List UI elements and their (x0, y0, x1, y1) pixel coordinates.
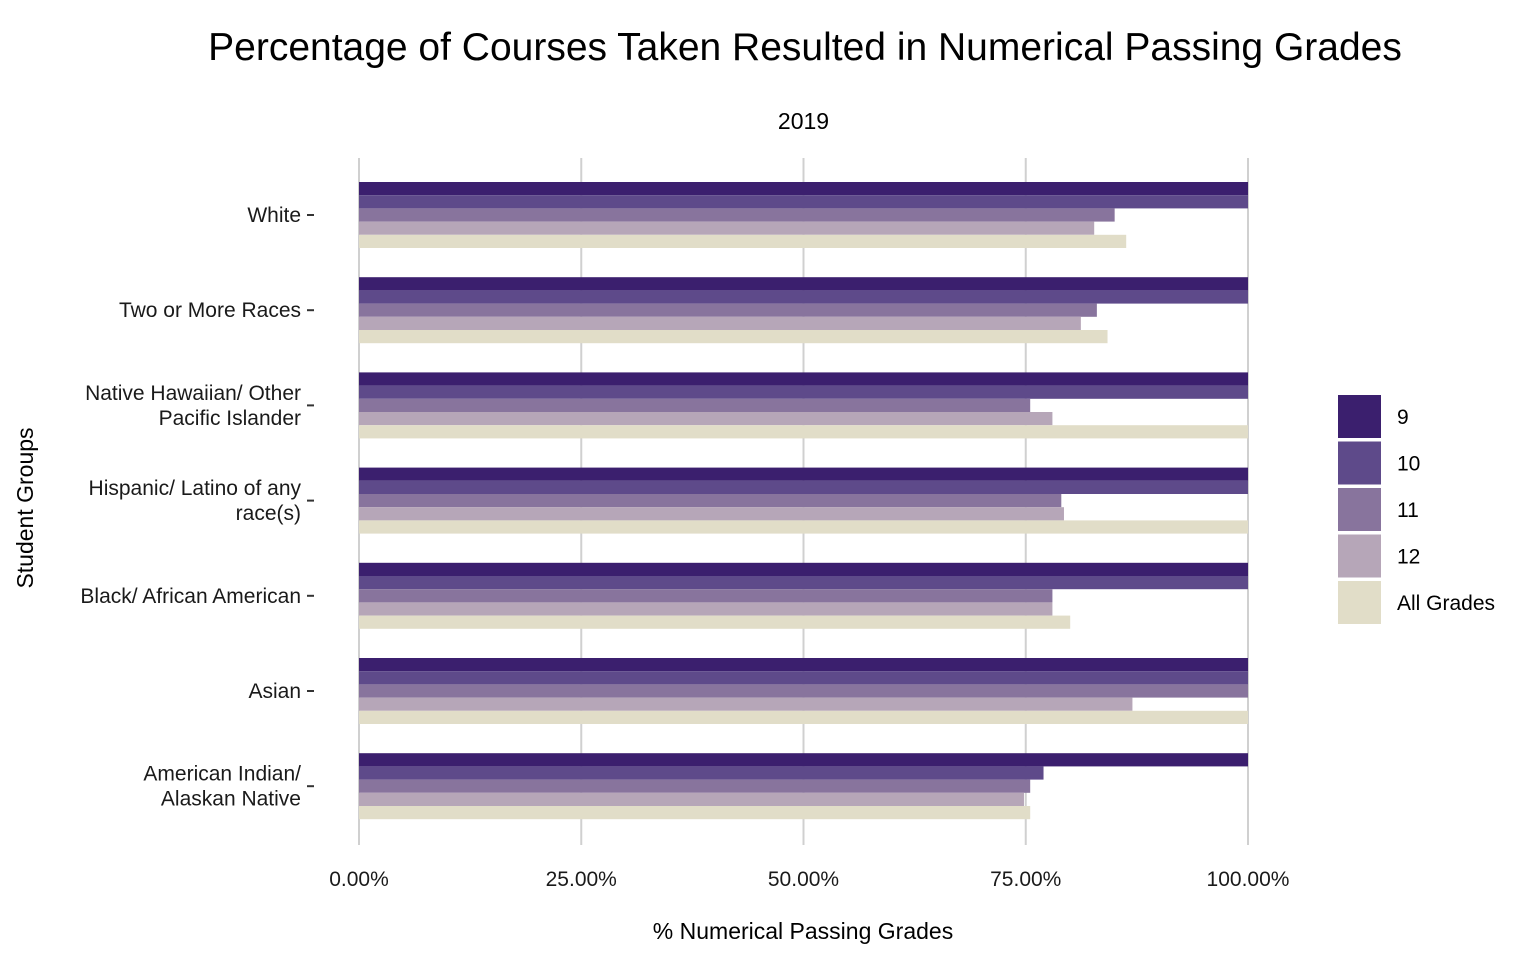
legend-swatch-0 (1338, 395, 1381, 438)
bar-6-1 (359, 766, 1044, 780)
bar-2-2 (359, 398, 1031, 412)
x-tick-label-0: 0.00% (329, 868, 389, 891)
y-tick-label-2-1: Pacific Islander (159, 407, 301, 430)
bar-4-0 (359, 562, 1248, 576)
bars (359, 182, 1248, 820)
y-tick-label-5-0: Asian (248, 680, 301, 703)
y-tick-label-6-1: Alaskan Native (161, 788, 301, 811)
x-tick-label-3: 75.00% (990, 868, 1061, 891)
bar-3-0 (359, 467, 1248, 481)
legend-swatch-2 (1338, 488, 1381, 531)
legend: 9 10 11 12 All Grades (1338, 395, 1495, 624)
bar-2-3 (359, 412, 1053, 426)
bar-6-3 (359, 792, 1024, 806)
y-tick-label-3-0: Hispanic/ Latino of any (89, 477, 302, 500)
bar-1-3 (359, 316, 1081, 330)
legend-label-3: 12 (1397, 546, 1420, 569)
bar-6-2 (359, 779, 1031, 793)
bar-5-3 (359, 697, 1133, 711)
bar-5-0 (359, 658, 1248, 672)
bar-1-1 (359, 290, 1248, 304)
x-axis-ticks: 0.00% 25.00% 50.00% 75.00% 100.00% (329, 868, 1289, 891)
y-tick-label-0-0: White (247, 204, 301, 227)
bar-5-2 (359, 684, 1248, 698)
x-axis-title: % Numerical Passing Grades (653, 918, 953, 944)
bar-3-1 (359, 480, 1248, 494)
bar-5-4 (359, 710, 1248, 724)
legend-swatch-4 (1338, 581, 1381, 624)
bar-0-3 (359, 221, 1095, 235)
bar-4-4 (359, 615, 1071, 629)
bar-0-0 (359, 182, 1248, 196)
bar-5-1 (359, 671, 1248, 685)
x-tick-label-1: 25.00% (546, 868, 617, 891)
legend-label-4: All Grades (1397, 592, 1495, 615)
bar-1-4 (359, 330, 1108, 344)
bar-2-4 (359, 425, 1248, 439)
x-tick-label-4: 100.00% (1207, 868, 1290, 891)
chart-subtitle: 2019 (777, 108, 830, 134)
bar-0-1 (359, 195, 1248, 209)
x-tick-label-2: 50.00% (768, 868, 839, 891)
bar-2-1 (359, 385, 1248, 399)
legend-swatch-3 (1338, 534, 1381, 578)
y-tick-label-2-0: Native Hawaiian/ Other (85, 382, 301, 405)
legend-label-0: 9 (1397, 406, 1409, 429)
bar-1-0 (359, 277, 1248, 291)
bar-0-4 (359, 234, 1127, 248)
bar-6-4 (359, 806, 1031, 820)
y-tick-label-1-0: Two or More Races (119, 299, 301, 322)
legend-label-1: 10 (1397, 453, 1420, 476)
bar-4-3 (359, 602, 1053, 616)
bar-2-0 (359, 372, 1248, 386)
bar-4-1 (359, 576, 1248, 590)
bar-6-0 (359, 753, 1248, 767)
bar-0-2 (359, 208, 1115, 222)
legend-label-2: 11 (1397, 499, 1419, 522)
y-tick-label-6-0: American Indian/ (143, 763, 301, 786)
bar-3-2 (359, 494, 1062, 508)
y-tick-label-4-0: Black/ African American (80, 585, 301, 608)
bar-1-2 (359, 303, 1097, 317)
chart-title: Percentage of Courses Taken Resulted in … (208, 26, 1402, 69)
y-axis-title: Student Groups (12, 427, 38, 588)
bar-3-3 (359, 507, 1064, 521)
bar-4-2 (359, 589, 1053, 603)
legend-swatch-1 (1338, 441, 1381, 485)
bar-3-4 (359, 520, 1248, 534)
y-tick-label-3-1: race(s) (236, 502, 301, 525)
y-axis-ticks: White Two or More Races Native Hawaiian/ O… (80, 204, 314, 811)
